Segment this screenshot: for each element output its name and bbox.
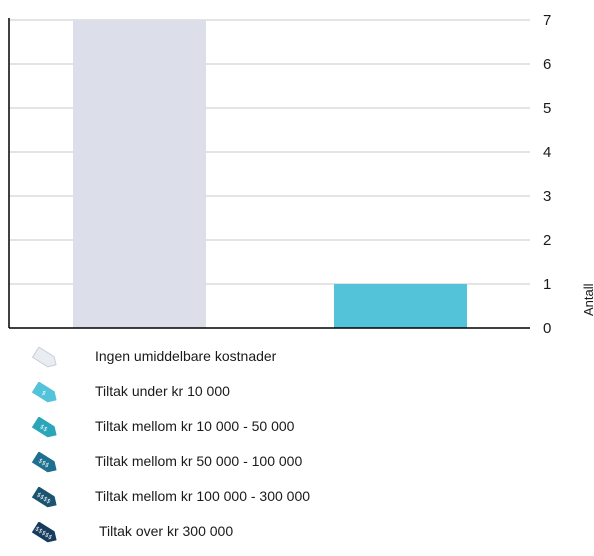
legend-label: Ingen umiddelbare kostnader [95, 348, 277, 364]
y-tick-label: 6 [543, 56, 551, 73]
legend-label: Tiltak mellom kr 100 000 - 300 000 [95, 488, 311, 504]
y-axis-title: Antall [581, 283, 594, 316]
svg-text:$: $ [40, 389, 47, 397]
y-tick-label: 2 [543, 232, 551, 249]
price-tag-five-icon: $$$$$ [31, 522, 57, 543]
price-tag-three-icon: $$$ [31, 452, 57, 473]
price-tag-two-icon: $$ [31, 417, 57, 438]
bars [73, 20, 467, 328]
bar [73, 20, 206, 328]
y-tick-label: 7 [543, 12, 551, 29]
legend-label: Tiltak under kr 10 000 [95, 383, 230, 399]
bar [334, 284, 467, 328]
price-tag-one-icon: $ [31, 382, 57, 403]
legend-label: Tiltak mellom kr 10 000 - 50 000 [95, 418, 295, 434]
y-tick-label: 5 [543, 100, 551, 117]
svg-text:$$: $$ [39, 423, 49, 433]
legend-label: Tiltak over kr 300 000 [99, 523, 234, 539]
price-tag-four-icon: $$$$ [31, 487, 57, 508]
y-tick-label: 0 [543, 320, 551, 337]
y-tick-label: 1 [543, 276, 551, 293]
price-tag-blank-icon [31, 347, 57, 368]
y-tick-label: 4 [543, 144, 551, 161]
legend-label: Tiltak mellom kr 50 000 - 100 000 [95, 453, 303, 469]
y-tick-labels: 0 1 2 3 4 5 6 7 [543, 12, 551, 337]
bar-chart: 0 1 2 3 4 5 6 7 Antall [8, 12, 594, 337]
axes [8, 18, 530, 329]
y-tick-label: 3 [543, 188, 551, 205]
